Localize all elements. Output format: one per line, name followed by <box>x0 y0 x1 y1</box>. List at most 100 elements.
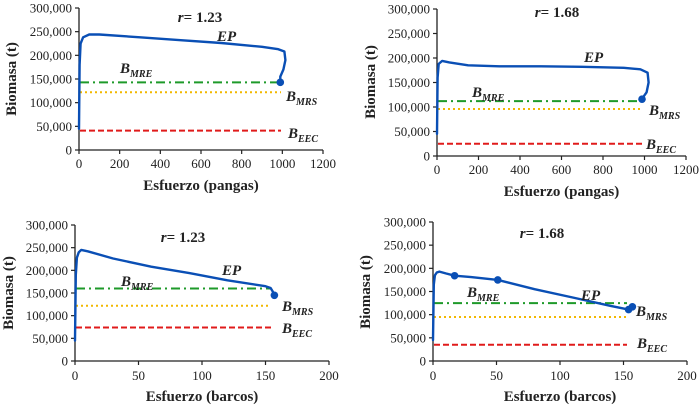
series-marker-ep <box>270 291 279 300</box>
reference-label-sub: MRE <box>129 69 153 80</box>
y-axis-title: Biomasa (t) <box>1 256 17 330</box>
reference-label-main: B <box>636 336 647 352</box>
reference-label-main: B <box>471 85 482 101</box>
series-line-ep <box>431 270 634 342</box>
x-tick-label: 800 <box>593 162 613 177</box>
series-label-ep: EP <box>580 288 601 304</box>
panel-title-value: = 1.68 <box>541 5 580 21</box>
y-tick-label: 250,000 <box>26 240 68 255</box>
reference-label-mre: BMRE <box>120 274 154 293</box>
x-tick-label: 100 <box>550 368 570 383</box>
reference-label-main: B <box>285 89 296 105</box>
y-tick-label: 150,000 <box>384 284 426 299</box>
x-axis-title: Esfuerzo (pangas) <box>504 184 619 200</box>
panel-title-variable: r <box>520 226 526 242</box>
x-tick-label: 1000 <box>269 156 295 171</box>
reference-label-main: B <box>281 321 292 337</box>
series-line-ep <box>77 33 287 130</box>
x-tick-label: 100 <box>192 368 212 383</box>
x-tick-label: 150 <box>614 368 634 383</box>
x-tick-label: 0 <box>430 368 437 383</box>
x-tick-label: 0 <box>76 156 83 171</box>
panel-title: r= 1.23 <box>161 230 205 246</box>
y-tick-label: 200,000 <box>384 261 426 276</box>
series-line-ep <box>73 248 276 342</box>
reference-label-main: B <box>645 137 656 153</box>
panel-title-value: = 1.23 <box>184 10 223 26</box>
series-marker-ep <box>638 95 646 103</box>
x-tick-label: 600 <box>191 156 211 171</box>
y-tick-label: 250,000 <box>30 24 72 39</box>
reference-label-sub: MRS <box>658 111 681 122</box>
x-tick-label: 0 <box>434 162 441 177</box>
x-tick-label: 400 <box>510 162 530 177</box>
reference-label-mrs: BMRS <box>635 304 668 323</box>
reference-label-mrs: BMRS <box>281 299 314 318</box>
x-tick-label: 1200 <box>673 162 699 177</box>
reference-label-mrs: BMRS <box>285 89 318 108</box>
y-tick-label: 50,000 <box>394 124 430 139</box>
y-tick-label: 150,000 <box>26 286 68 301</box>
reference-label-sub: MRS <box>645 312 668 323</box>
reference-label-sub: MRS <box>295 97 318 108</box>
panel-title: r= 1.23 <box>178 10 222 26</box>
reference-label-main: B <box>281 299 292 315</box>
panel-title-variable: r <box>535 5 541 21</box>
series-marker-ep <box>276 78 285 87</box>
x-tick-label: 50 <box>132 368 145 383</box>
reference-label-mre: BMRE <box>466 285 500 304</box>
reference-label-sub: EEC <box>291 329 312 340</box>
x-tick-label: 200 <box>319 368 339 383</box>
y-tick-label: 100,000 <box>388 100 430 115</box>
y-tick-label: 100,000 <box>384 307 426 322</box>
y-tick-label: 200,000 <box>26 263 68 278</box>
y-tick-label: 0 <box>66 143 73 158</box>
y-tick-label: 0 <box>424 149 431 164</box>
y-tick-label: 50,000 <box>36 119 72 134</box>
reference-label-main: B <box>287 126 298 142</box>
x-tick-label: 0 <box>72 368 79 383</box>
y-tick-label: 300,000 <box>384 215 426 230</box>
reference-label-eec: BEEC <box>281 321 312 340</box>
panel-top-right: 0 50,000 100,000 150,000 200,000 250,000 300,0… <box>363 2 699 201</box>
panel-title-value: = 1.68 <box>526 226 565 242</box>
panel-top-left: 0 50,000 100,000 150,000 200,000 250,000 300,0… <box>4 1 336 195</box>
y-tick-label: 200,000 <box>388 51 430 66</box>
x-tick-label: 200 <box>110 156 130 171</box>
y-tick-label: 0 <box>420 354 427 369</box>
reference-label-eec: BEEC <box>636 336 667 355</box>
x-tick-label: 150 <box>256 368 276 383</box>
y-tick-label: 250,000 <box>388 26 430 41</box>
x-tick-label: 50 <box>490 368 503 383</box>
panel-bottom-left: 0 50,000 100,000 150,000 200,000 250,000 300,0… <box>1 218 339 406</box>
reference-label-mre: BMRE <box>119 61 153 80</box>
x-axis-title: Esfuerzo (barcos) <box>146 389 259 405</box>
reference-label-mrs: BMRS <box>648 103 681 122</box>
reference-label-mre: BMRE <box>471 85 505 104</box>
series-line-ep <box>435 59 650 136</box>
reference-label-sub: MRE <box>130 282 154 293</box>
x-tick-label: 400 <box>151 156 171 171</box>
y-tick-label: 250,000 <box>384 238 426 253</box>
reference-label-main: B <box>466 285 477 301</box>
x-tick-label: 800 <box>232 156 252 171</box>
x-tick-label: 200 <box>469 162 489 177</box>
reference-label-sub: MRS <box>291 307 314 318</box>
panel-title: r= 1.68 <box>520 226 564 242</box>
panel-bottom-right: 0 50,000 100,000 150,000 200,000 250,000 300,0… <box>358 215 697 406</box>
y-tick-label: 100,000 <box>26 308 68 323</box>
reference-label-main: B <box>635 304 646 320</box>
y-tick-label: 50,000 <box>390 330 426 345</box>
reference-label-sub: EEC <box>655 145 676 156</box>
y-tick-label: 300,000 <box>388 2 430 17</box>
y-axis-title: Biomasa (t) <box>363 45 379 119</box>
x-tick-label: 1200 <box>310 156 336 171</box>
y-tick-label: 300,000 <box>26 218 68 233</box>
y-tick-label: 150,000 <box>388 75 430 90</box>
y-tick-label: 200,000 <box>30 48 72 63</box>
panel-title: r= 1.68 <box>535 5 579 21</box>
x-axis-title: Esfuerzo (pangas) <box>143 178 258 194</box>
x-tick-label: 200 <box>677 368 697 383</box>
panel-title-value: = 1.23 <box>167 230 206 246</box>
